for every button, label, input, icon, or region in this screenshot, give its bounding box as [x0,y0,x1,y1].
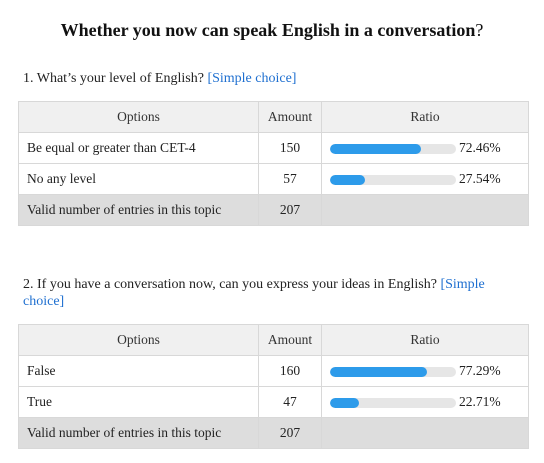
option-amount: 160 [258,355,322,387]
ratio-bar-fill [330,367,428,377]
ratio-percent: 22.71% [459,394,501,409]
header-amount: Amount [258,101,322,133]
option-ratio: 72.46% [321,132,529,164]
total-ratio-empty [321,194,529,226]
option-label: False [18,355,259,387]
ratio-bar-fill [330,398,359,408]
question-1: 1. What’s your level of English? [Simple… [23,70,523,87]
option-label: Be equal or greater than CET-4 [18,132,259,164]
table-row: No any level 57 27.54% [18,163,529,195]
question-1-table: Options Amount Ratio Be equal or greater… [18,101,529,226]
question-1-type-link[interactable]: [Simple choice] [207,71,297,86]
ratio-percent: 77.29% [459,363,501,378]
total-amount: 207 [258,417,322,449]
ratio-bar-track [330,398,456,408]
ratio-percent: 27.54% [459,171,501,186]
table-header-row: Options Amount Ratio [18,101,529,133]
header-ratio: Ratio [321,324,529,356]
ratio-bar-fill [330,175,365,185]
question-1-text: 1. What’s your level of English? [23,71,204,86]
total-label: Valid number of entries in this topic [18,194,259,226]
ratio-bar-fill [330,144,422,154]
table-header-row: Options Amount Ratio [18,324,529,356]
option-ratio: 27.54% [321,163,529,195]
question-2-table: Options Amount Ratio False 160 77.29% Tr… [18,324,529,449]
table-row: True 47 22.71% [18,386,529,418]
total-label: Valid number of entries in this topic [18,417,259,449]
total-ratio-empty [321,417,529,449]
option-amount: 150 [258,132,322,164]
header-amount: Amount [258,324,322,356]
header-options: Options [18,101,259,133]
option-amount: 57 [258,163,322,195]
option-ratio: 22.71% [321,386,529,418]
total-row: Valid number of entries in this topic 20… [18,194,529,226]
ratio-bar-track [330,175,456,185]
ratio-bar-track [330,367,456,377]
table-row: False 160 77.29% [18,355,529,387]
header-options: Options [18,324,259,356]
ratio-percent: 72.46% [459,140,501,155]
total-amount: 207 [258,194,322,226]
ratio-bar-track [330,144,456,154]
total-row: Valid number of entries in this topic 20… [18,417,529,449]
header-ratio: Ratio [321,101,529,133]
option-amount: 47 [258,386,322,418]
option-ratio: 77.29% [321,355,529,387]
question-2-text: 2. If you have a conversation now, can y… [23,277,437,292]
option-label: True [18,386,259,418]
page-title: Whether you now can speak English in a c… [60,20,484,40]
option-label: No any level [18,163,259,195]
table-row: Be equal or greater than CET-4 150 72.46… [18,132,529,164]
question-2: 2. If you have a conversation now, can y… [23,276,513,310]
question-2-type-link[interactable]: [Simple choice] [23,277,485,309]
